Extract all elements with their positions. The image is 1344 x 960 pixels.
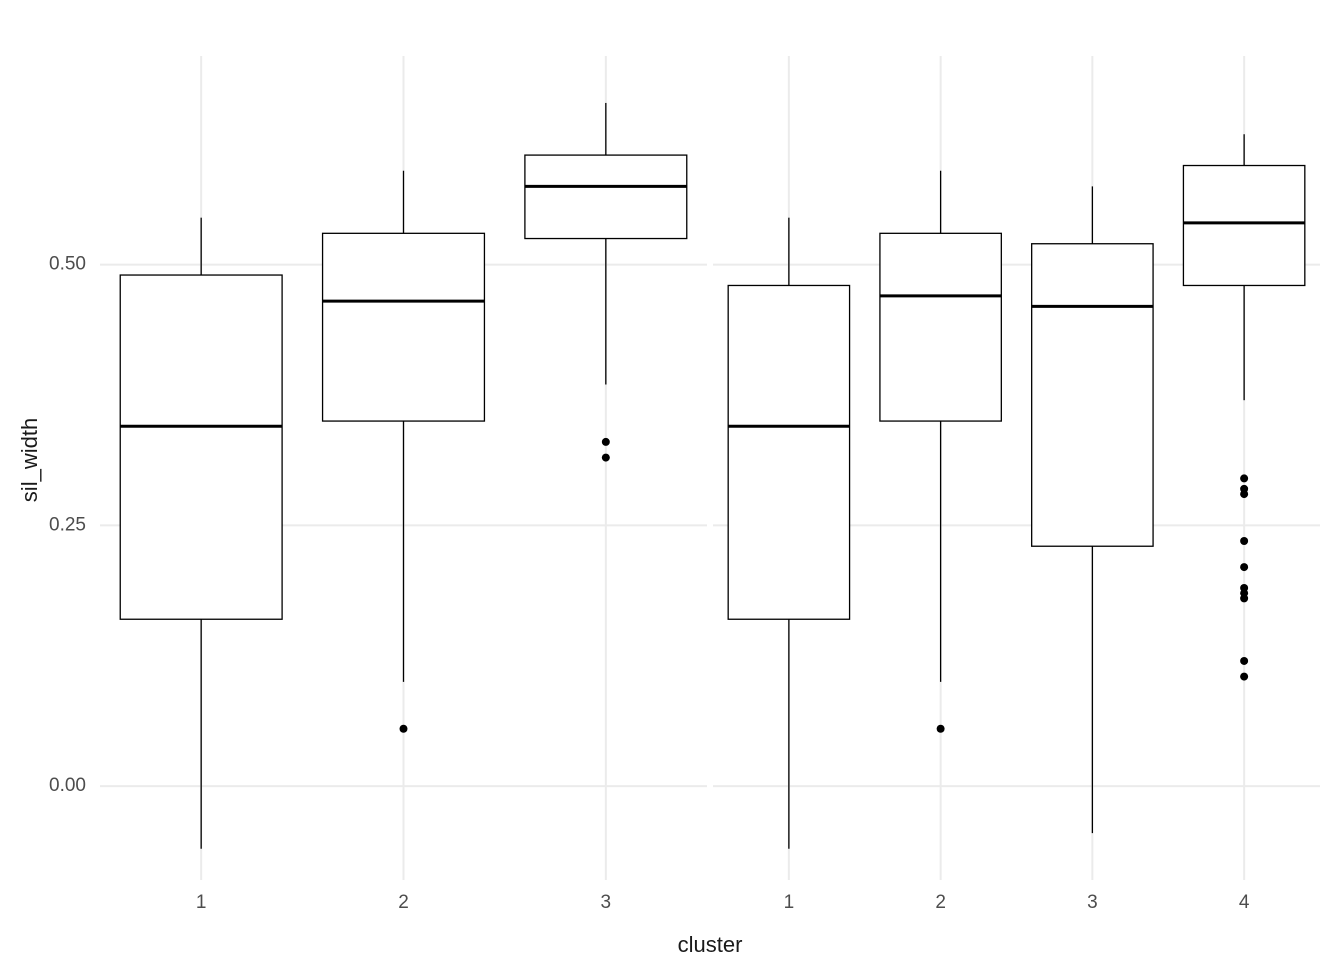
y-tick-label: 0.00 [49,775,86,796]
outlier-point [1240,657,1248,665]
boxplot-svg: 0.00 0.25 0.50 k=3 1 2 3 k=4 1 2 3 4 [0,0,1344,960]
outlier-point [400,725,408,733]
outlier-point [937,725,945,733]
x-tick-label: 3 [601,892,612,913]
box [120,275,282,619]
x-tick-label: 2 [935,892,946,913]
box [880,233,1001,421]
y-tick-label: 0.25 [49,514,86,535]
x-tick-label: 2 [398,892,409,913]
outlier-point [1240,474,1248,482]
box [323,233,485,421]
outlier-point [602,454,610,462]
box [728,285,849,619]
boxplot-figure: 0.00 0.25 0.50 k=3 1 2 3 k=4 1 2 3 4 sil_width clus… [0,0,1344,960]
outlier-point [602,438,610,446]
box [525,155,687,238]
outlier-point [1240,563,1248,571]
y-tick-label: 0.50 [49,254,86,275]
outlier-point [1240,594,1248,602]
x-tick-label: 4 [1239,892,1250,913]
x-axis-title: cluster [100,932,1320,958]
outlier-point [1240,537,1248,545]
box [1183,166,1304,286]
x-tick-label: 1 [196,892,207,913]
box [1032,244,1153,546]
outlier-point [1240,673,1248,681]
facet-title: k=4 [1001,0,1033,5]
x-tick-label: 1 [784,892,795,913]
y-axis-title: sil_width [17,400,43,520]
outlier-point [1240,490,1248,498]
x-tick-label: 3 [1087,892,1098,913]
facet-title: k=3 [388,0,419,5]
